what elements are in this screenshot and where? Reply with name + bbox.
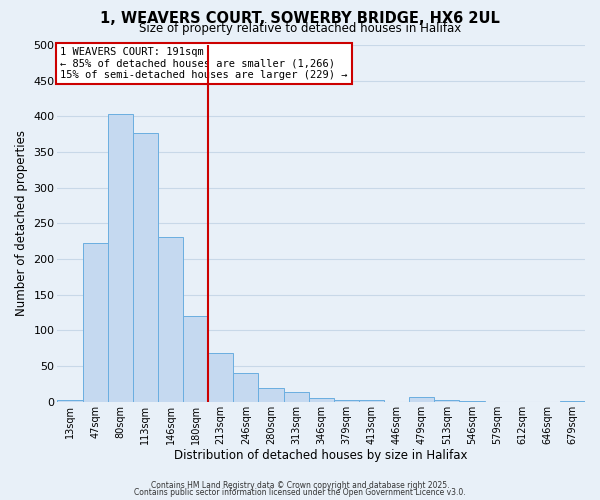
Text: Contains public sector information licensed under the Open Government Licence v3: Contains public sector information licen…	[134, 488, 466, 497]
Bar	[560, 401, 585, 402]
Bar	[233, 373, 259, 402]
Bar	[183, 316, 208, 402]
Bar	[409, 397, 434, 402]
Bar	[460, 401, 485, 402]
Bar	[83, 244, 108, 402]
Text: 1, WEAVERS COURT, SOWERBY BRIDGE, HX6 2UL: 1, WEAVERS COURT, SOWERBY BRIDGE, HX6 2U…	[100, 11, 500, 26]
X-axis label: Distribution of detached houses by size in Halifax: Distribution of detached houses by size …	[175, 450, 468, 462]
Bar	[108, 114, 133, 402]
Bar	[58, 400, 83, 402]
Text: Contains HM Land Registry data © Crown copyright and database right 2025.: Contains HM Land Registry data © Crown c…	[151, 481, 449, 490]
Bar	[284, 392, 308, 402]
Bar	[158, 237, 183, 402]
Text: Size of property relative to detached houses in Halifax: Size of property relative to detached ho…	[139, 22, 461, 35]
Y-axis label: Number of detached properties: Number of detached properties	[15, 130, 28, 316]
Bar	[133, 133, 158, 402]
Bar	[308, 398, 334, 402]
Bar	[334, 400, 359, 402]
Bar	[359, 400, 384, 402]
Bar	[259, 388, 284, 402]
Bar	[208, 354, 233, 402]
Bar	[434, 400, 460, 402]
Text: 1 WEAVERS COURT: 191sqm
← 85% of detached houses are smaller (1,266)
15% of semi: 1 WEAVERS COURT: 191sqm ← 85% of detache…	[60, 47, 347, 80]
